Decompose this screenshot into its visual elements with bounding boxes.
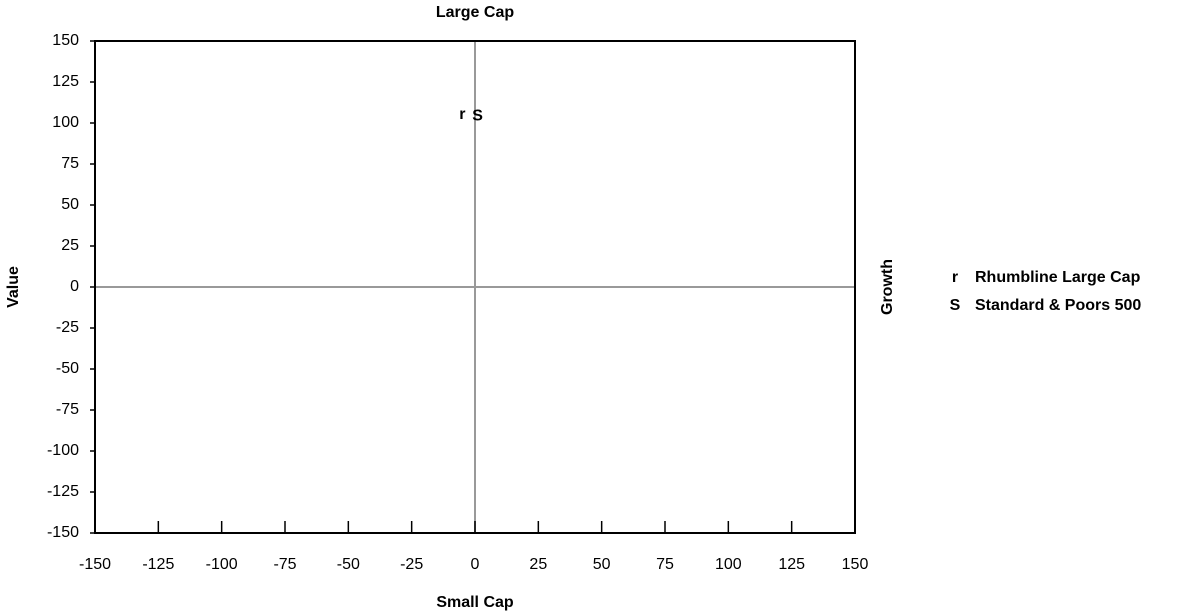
- x-tick-label: 100: [715, 556, 742, 573]
- legend-marker: S: [950, 297, 961, 314]
- y-tick-label: 100: [52, 114, 79, 131]
- x-tick-label: -125: [142, 556, 174, 573]
- x-tick-label: -100: [206, 556, 238, 573]
- point: r: [459, 106, 465, 123]
- y-tick-label: 25: [61, 237, 79, 254]
- x-tick-label: 150: [842, 556, 869, 573]
- y-tick-label: 50: [61, 196, 79, 213]
- y-tick-label: -100: [47, 442, 79, 459]
- x-tick-label: 25: [529, 556, 547, 573]
- x-axis-label: Small Cap: [436, 594, 514, 611]
- y-axis-label: Value: [5, 266, 22, 308]
- legend-label: Standard & Poors 500: [975, 297, 1141, 314]
- x-tick-label: -75: [273, 556, 296, 573]
- y-tick-label: 75: [61, 155, 79, 172]
- chart-title: Large Cap: [436, 4, 514, 21]
- right-axis-label: Growth: [879, 259, 896, 315]
- x-tick-label: 50: [593, 556, 611, 573]
- x-tick-label: 125: [778, 556, 805, 573]
- y-tick-label: -150: [47, 524, 79, 541]
- x-tick-label: -25: [400, 556, 423, 573]
- y-tick-label: -25: [56, 319, 79, 336]
- y-tick-label: 150: [52, 32, 79, 49]
- y-tick-label: -75: [56, 401, 79, 418]
- x-tick-label: -50: [337, 556, 360, 573]
- legend-marker: r: [952, 269, 958, 286]
- x-tick-label: 75: [656, 556, 674, 573]
- x-tick-label: 0: [471, 556, 480, 573]
- y-tick-label: 0: [70, 278, 79, 295]
- y-tick-label: -125: [47, 483, 79, 500]
- legend-label: Rhumbline Large Cap: [975, 269, 1141, 286]
- x-tick-label: -150: [79, 556, 111, 573]
- y-tick-label: 125: [52, 73, 79, 90]
- point: S: [472, 108, 483, 125]
- y-tick-label: -50: [56, 360, 79, 377]
